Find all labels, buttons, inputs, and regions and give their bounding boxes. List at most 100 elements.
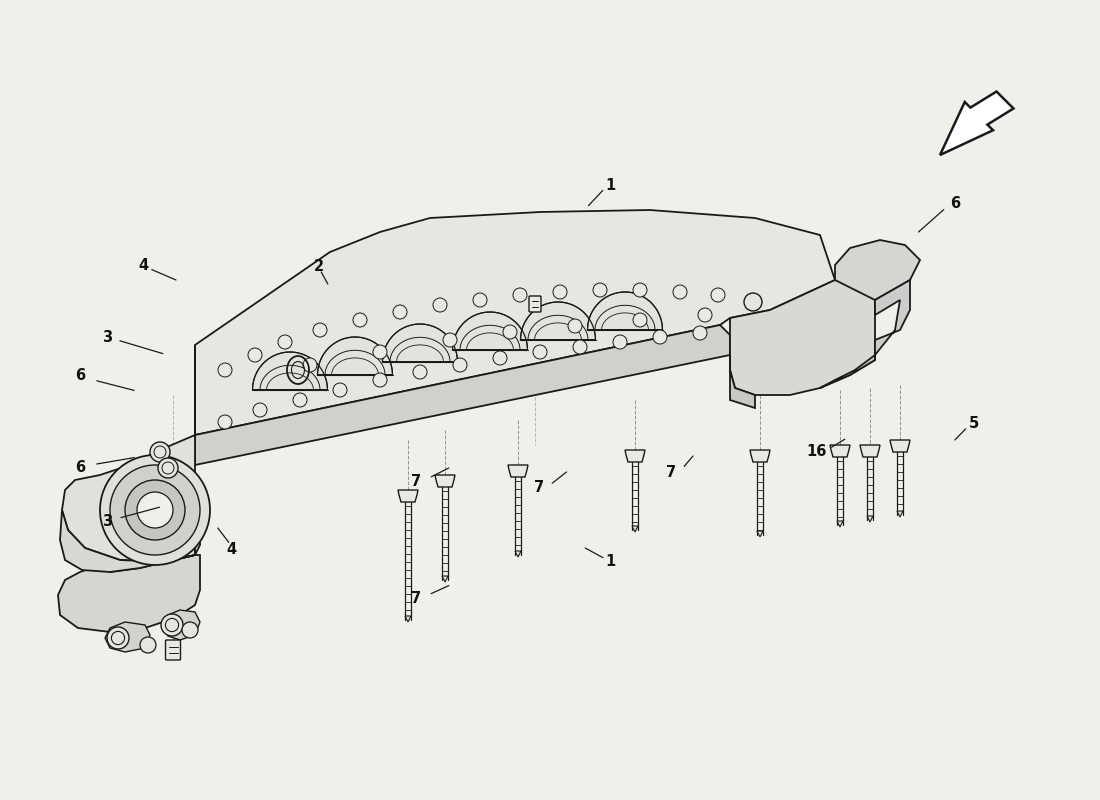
Circle shape (302, 358, 317, 372)
Text: 7: 7 (534, 481, 544, 495)
Polygon shape (730, 280, 875, 395)
Polygon shape (434, 475, 455, 487)
Circle shape (373, 345, 387, 359)
Text: 4: 4 (226, 542, 236, 557)
Polygon shape (195, 210, 835, 435)
Text: 3: 3 (101, 330, 112, 345)
Circle shape (353, 313, 367, 327)
Circle shape (568, 319, 582, 333)
Circle shape (154, 446, 166, 458)
Polygon shape (508, 465, 528, 477)
Circle shape (653, 330, 667, 344)
Circle shape (443, 333, 456, 347)
Polygon shape (405, 616, 411, 622)
Circle shape (711, 288, 725, 302)
Polygon shape (890, 440, 910, 452)
Circle shape (373, 373, 387, 387)
Polygon shape (730, 355, 755, 408)
Polygon shape (62, 345, 195, 562)
Text: 7: 7 (666, 465, 676, 479)
Circle shape (162, 462, 174, 474)
Circle shape (333, 383, 346, 397)
Circle shape (632, 313, 647, 327)
Polygon shape (442, 576, 448, 582)
Polygon shape (60, 500, 200, 572)
Circle shape (138, 492, 173, 528)
Text: 2: 2 (314, 259, 324, 274)
Circle shape (453, 358, 468, 372)
Circle shape (125, 480, 185, 540)
Circle shape (673, 285, 688, 299)
Circle shape (161, 614, 183, 636)
Circle shape (218, 415, 232, 429)
Circle shape (593, 283, 607, 297)
Circle shape (744, 293, 762, 311)
Polygon shape (830, 445, 850, 457)
Circle shape (158, 458, 178, 478)
Text: 6: 6 (75, 369, 86, 383)
Circle shape (110, 465, 200, 555)
Circle shape (473, 293, 487, 307)
Polygon shape (515, 551, 521, 557)
Circle shape (248, 348, 262, 362)
Circle shape (412, 365, 427, 379)
Polygon shape (520, 302, 595, 340)
Text: 7: 7 (410, 591, 421, 606)
Text: 6: 6 (949, 197, 960, 211)
FancyBboxPatch shape (165, 640, 180, 660)
Polygon shape (383, 324, 458, 362)
Circle shape (165, 618, 178, 632)
Polygon shape (318, 337, 393, 375)
Text: 16: 16 (806, 445, 826, 459)
Polygon shape (58, 555, 200, 632)
Polygon shape (896, 511, 903, 517)
Circle shape (613, 335, 627, 349)
Circle shape (433, 298, 447, 312)
Circle shape (182, 622, 198, 638)
Circle shape (100, 455, 210, 565)
Polygon shape (253, 352, 328, 390)
Polygon shape (835, 240, 920, 300)
Circle shape (278, 335, 292, 349)
Text: 7: 7 (410, 474, 421, 489)
Polygon shape (940, 91, 1013, 155)
Text: 1: 1 (605, 554, 616, 569)
Polygon shape (632, 526, 638, 532)
Polygon shape (398, 490, 418, 502)
Circle shape (150, 442, 170, 462)
Polygon shape (195, 325, 730, 465)
Circle shape (503, 325, 517, 339)
Polygon shape (837, 521, 843, 527)
Text: 3: 3 (101, 514, 112, 529)
Circle shape (573, 340, 587, 354)
Circle shape (314, 323, 327, 337)
Polygon shape (820, 280, 910, 388)
Text: 6: 6 (75, 461, 86, 475)
Circle shape (218, 363, 232, 377)
Circle shape (513, 288, 527, 302)
Circle shape (553, 285, 566, 299)
Circle shape (393, 305, 407, 319)
Polygon shape (162, 610, 200, 640)
Polygon shape (750, 450, 770, 462)
Polygon shape (625, 450, 645, 462)
Circle shape (693, 326, 707, 340)
Circle shape (632, 283, 647, 297)
Circle shape (293, 393, 307, 407)
Circle shape (698, 308, 712, 322)
FancyBboxPatch shape (529, 296, 541, 312)
Text: 5: 5 (968, 417, 979, 431)
Circle shape (140, 637, 156, 653)
Circle shape (253, 403, 267, 417)
Polygon shape (867, 516, 873, 522)
Circle shape (534, 345, 547, 359)
Text: 1: 1 (605, 178, 616, 193)
Polygon shape (860, 445, 880, 457)
Circle shape (493, 351, 507, 365)
Circle shape (111, 631, 124, 645)
Polygon shape (104, 622, 150, 652)
Polygon shape (452, 312, 528, 350)
Text: 4: 4 (138, 258, 148, 273)
Circle shape (107, 627, 129, 649)
Polygon shape (757, 531, 763, 537)
